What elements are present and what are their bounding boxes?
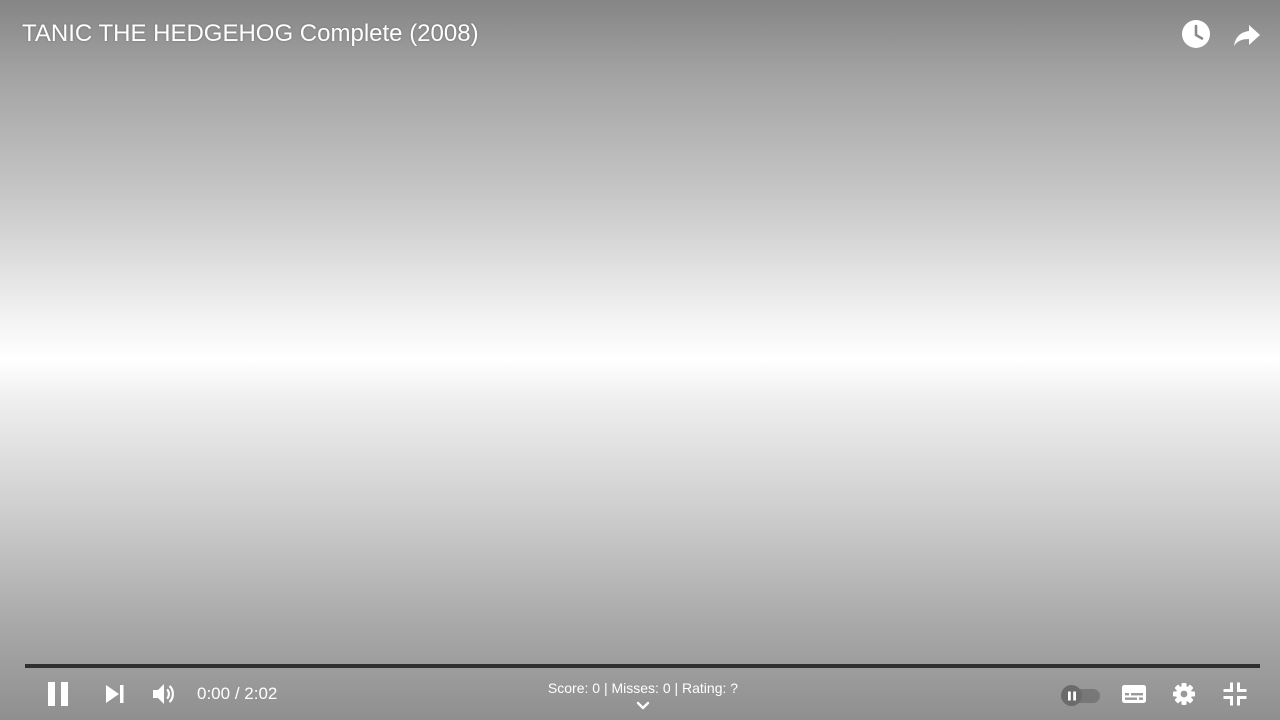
settings-button[interactable]: [1166, 676, 1202, 712]
clock-icon: [1182, 20, 1210, 48]
subtitles-button[interactable]: [1116, 676, 1152, 712]
pause-icon: [48, 682, 68, 706]
subtitles-icon: [1122, 685, 1146, 703]
gear-icon: [1173, 683, 1195, 705]
skip-next-icon: [106, 685, 124, 703]
autoplay-toggle-icon: [1067, 691, 1076, 700]
autoplay-knob: [1061, 685, 1082, 706]
duration: 2:02: [244, 684, 278, 703]
chevron-down-icon: [636, 701, 650, 710]
exit-fullscreen-button[interactable]: [1217, 676, 1253, 712]
time-separator: /: [234, 684, 240, 703]
expand-button[interactable]: [633, 698, 653, 714]
video-title[interactable]: TANIC THE HEDGEHOG Complete (2008): [22, 20, 479, 47]
volume-button[interactable]: [146, 676, 182, 712]
exit-fullscreen-icon: [1223, 682, 1247, 706]
share-button[interactable]: [1230, 17, 1264, 51]
share-arrow-icon: [1234, 25, 1260, 46]
next-button[interactable]: [97, 676, 133, 712]
time-display: 0:00 / 2:02: [197, 684, 277, 704]
autoplay-toggle[interactable]: [1060, 684, 1102, 706]
pause-button[interactable]: [40, 676, 76, 712]
volume-icon: [153, 684, 174, 704]
score-display: Score: 0 | Misses: 0 | Rating: ?: [547, 680, 739, 696]
current-time: 0:00: [197, 684, 231, 703]
progress-bar[interactable]: [25, 663, 1260, 669]
watch-later-button[interactable]: [1179, 17, 1213, 51]
progress-track: [25, 664, 1260, 668]
